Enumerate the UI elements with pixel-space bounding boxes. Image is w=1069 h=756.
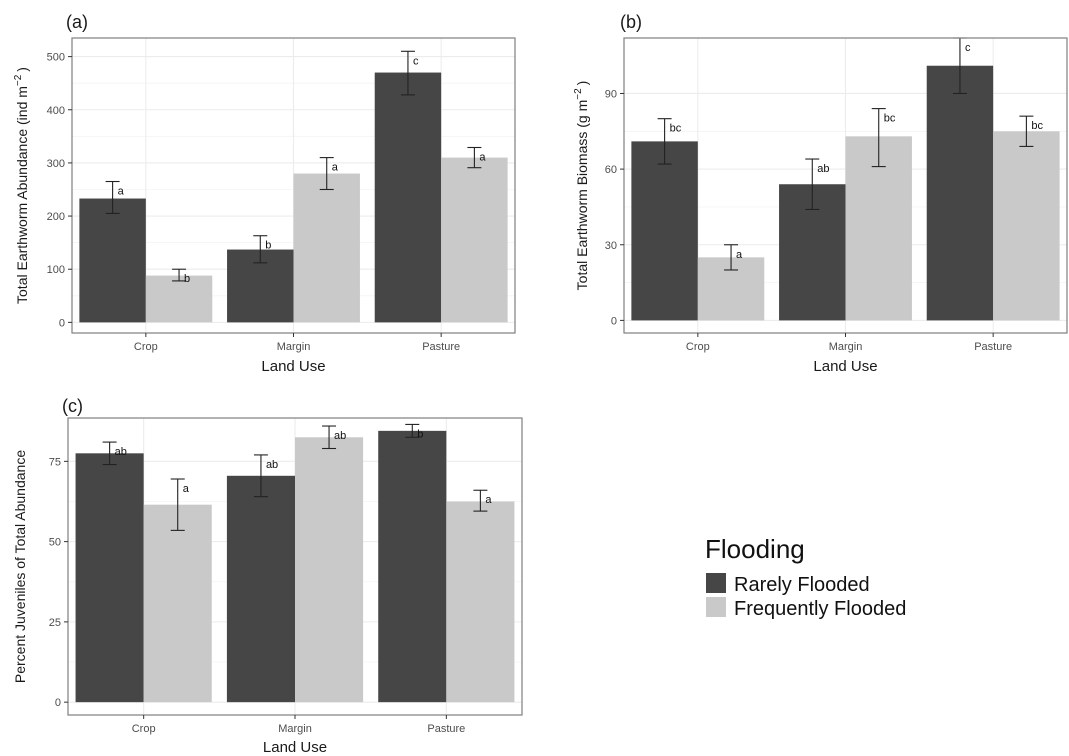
y-axis-title: Total Earthworm Abundance (ind m−2) [13, 67, 30, 304]
bar-frequently-crop [145, 275, 213, 323]
bar-frequently-pasture [446, 501, 515, 703]
x-tick-label: Pasture [974, 341, 1012, 353]
y-tick-label: 0 [611, 315, 617, 327]
legend-swatch-rarely [706, 573, 726, 593]
panel-label: (c) [62, 396, 83, 416]
y-tick-label: 300 [47, 158, 65, 170]
chart-panel-c: ab ab b a ab a 0 25 50 75 Crop Margin Pasture Land Us… [12, 396, 523, 756]
legend-label-rarely: Rarely Flooded [734, 574, 870, 596]
legend-title: Flooding [705, 534, 805, 564]
y-axis-title-tail: ) [14, 67, 30, 72]
x-axis-title: Land Use [263, 739, 327, 756]
significance-letter: ab [115, 446, 127, 458]
significance-letter: b [184, 273, 190, 285]
y-tick-label: 500 [47, 52, 65, 64]
y-tick-label: 90 [605, 88, 617, 100]
significance-letter: a [479, 151, 486, 163]
significance-letter: ab [817, 163, 829, 175]
y-tick-label: 25 [49, 617, 61, 629]
y-tick-label: 50 [49, 537, 61, 549]
y-axis-title-tail: ) [574, 81, 590, 86]
y-axis-title-main: Percent Juveniles of Total Abundance [12, 450, 28, 683]
panel-label: (b) [620, 12, 642, 32]
x-axis-title: Land Use [813, 358, 877, 375]
bar-frequently-pasture [993, 131, 1060, 321]
bar-rarely-pasture [926, 65, 994, 321]
bar-frequently-pasture [441, 157, 508, 323]
x-tick-label: Pasture [427, 723, 465, 735]
y-tick-label: 60 [605, 164, 617, 176]
y-tick-label: 75 [49, 456, 61, 468]
y-axis-title: Percent Juveniles of Total Abundance [12, 450, 28, 683]
significance-letter: b [417, 428, 423, 440]
x-tick-label: Margin [829, 341, 863, 353]
bar-frequently-margin [293, 173, 360, 323]
significance-letter: a [485, 494, 492, 506]
legend-label-frequently: Frequently Flooded [734, 598, 906, 620]
panel-label: (a) [66, 12, 88, 32]
y-tick-label: 400 [47, 105, 65, 117]
x-tick-label: Crop [132, 723, 156, 735]
legend: Flooding Rarely Flooded Frequently Flood… [705, 534, 906, 620]
x-tick-label: Pasture [422, 341, 460, 353]
bar-rarely-crop [75, 453, 144, 703]
chart-panel-a: a b c b a a 0 100 200 300 400 500 Crop Margin Pasture L… [13, 12, 516, 375]
legend-swatch-frequently [706, 597, 726, 617]
x-tick-label: Margin [277, 341, 311, 353]
significance-letter: a [183, 483, 190, 495]
significance-letter: a [736, 249, 743, 261]
significance-letter: a [332, 162, 339, 174]
y-axis-title: Total Earthworm Biomass (g m−2) [573, 81, 590, 291]
significance-letter: b [265, 240, 271, 252]
significance-letter: ab [334, 430, 346, 442]
y-axis-title-main: Total Earthworm Abundance (ind m [14, 86, 30, 304]
significance-letter: bc [884, 113, 896, 125]
significance-letter: a [118, 186, 125, 198]
y-tick-label: 100 [47, 264, 65, 276]
significance-letter: bc [670, 123, 682, 135]
bar-frequently-crop [143, 504, 212, 703]
y-axis-title-main: Total Earthworm Biomass (g m [574, 100, 590, 291]
x-tick-label: Crop [134, 341, 158, 353]
bar-rarely-pasture [374, 72, 442, 323]
significance-letter: ab [266, 459, 278, 471]
y-axis-title-superscript: −2 [13, 74, 24, 86]
bar-frequently-margin [295, 437, 364, 703]
significance-letter: c [965, 42, 971, 54]
bar-rarely-margin [226, 475, 295, 703]
x-axis-title: Land Use [261, 358, 325, 375]
x-tick-label: Margin [278, 723, 312, 735]
y-tick-label: 0 [55, 697, 61, 709]
y-tick-label: 0 [59, 317, 65, 329]
y-tick-label: 30 [605, 240, 617, 252]
y-axis-title-superscript: −2 [573, 88, 584, 100]
significance-letter: bc [1031, 120, 1043, 132]
bar-rarely-crop [79, 198, 146, 323]
x-tick-label: Crop [686, 341, 710, 353]
bar-rarely-crop [631, 141, 698, 321]
bar-rarely-pasture [378, 430, 447, 703]
significance-letter: c [413, 55, 419, 67]
y-tick-label: 200 [47, 211, 65, 223]
